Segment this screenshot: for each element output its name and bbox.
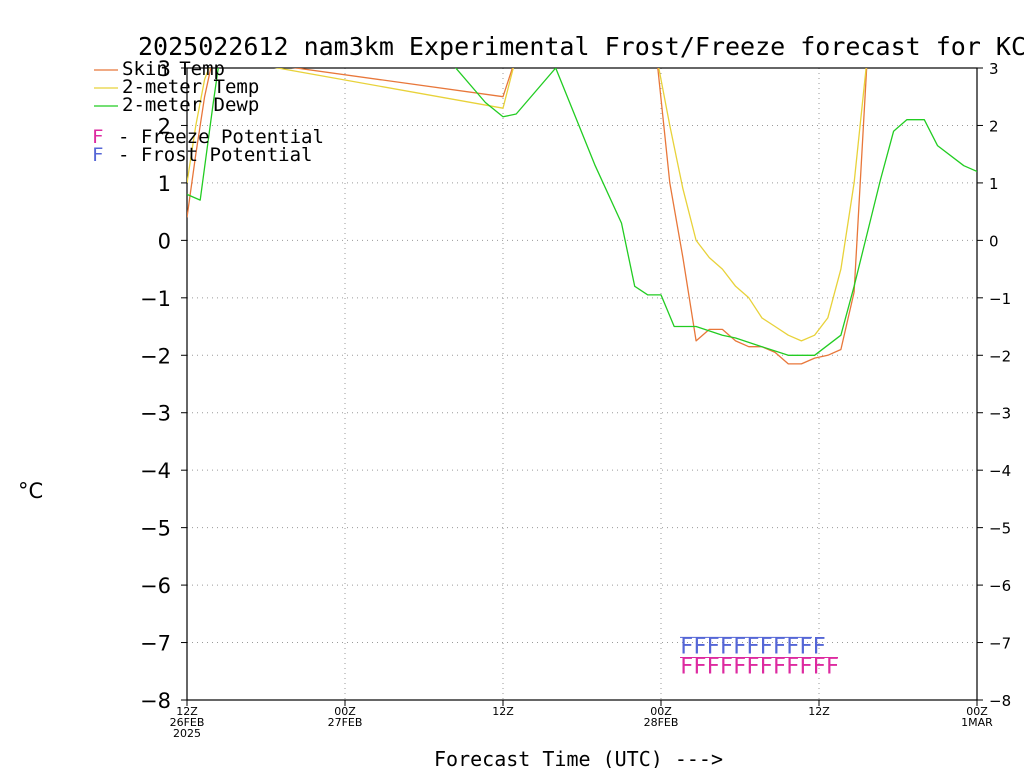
legend-mark: F bbox=[92, 144, 103, 166]
plot-frame bbox=[186, 67, 978, 701]
y-tick-label-right: −5 bbox=[989, 520, 1011, 538]
y-tick-label-right: −7 bbox=[989, 635, 1011, 653]
y-tick-label-left: 1 bbox=[158, 172, 171, 196]
legend-label: 2-meter Temp bbox=[122, 76, 259, 98]
x-tick-label: 1MAR bbox=[961, 716, 993, 729]
y-tick-label-right: −1 bbox=[989, 290, 1011, 308]
y-tick-label-left: −2 bbox=[140, 344, 171, 368]
legend-label: 2-meter Dewp bbox=[122, 94, 259, 116]
frost-marks: FFFFFFFFFFF bbox=[680, 634, 826, 659]
legend-label: - Frost Potential bbox=[118, 144, 312, 166]
y-tick-label-right: −3 bbox=[989, 405, 1011, 423]
y-tick-label-left: −8 bbox=[140, 689, 171, 713]
freeze-marks: FFFFFFFFFFFF bbox=[680, 655, 839, 680]
y-tick-label-left: −7 bbox=[140, 632, 171, 656]
y-tick-label-right: 2 bbox=[989, 117, 999, 135]
y-tick-label-left: 3 bbox=[158, 57, 171, 81]
legend-label: Skin Temp bbox=[122, 58, 225, 80]
x-tick-label: 00Z bbox=[650, 705, 672, 718]
plot-area bbox=[187, 68, 977, 365]
y-tick-label-left: −1 bbox=[140, 287, 171, 311]
y-tick-label-right: 3 bbox=[989, 60, 999, 78]
tick-labels: 3 3 2 2 1 1 0 0 −1 −1 −2 −2 −3 −3 −4 −4 −5 −5 −6 −6 −7 −7 −8 −8… bbox=[140, 57, 1011, 740]
y-tick-label-right: 0 bbox=[989, 232, 999, 250]
legend-mark: F bbox=[92, 126, 103, 148]
y-tick-label-left: −5 bbox=[140, 517, 171, 541]
series-line-skin-temp bbox=[187, 68, 868, 365]
x-tick-label: 28FEB bbox=[644, 716, 679, 729]
y-tick-label-left: −3 bbox=[140, 402, 171, 426]
x-tick-label: 2025 bbox=[173, 727, 201, 740]
x-tick-label: 12Z bbox=[176, 705, 198, 718]
x-tick-label: 26FEB bbox=[170, 716, 205, 729]
series-line-2-meter-temp bbox=[187, 68, 867, 342]
y-tick-label-left: 2 bbox=[158, 114, 171, 138]
x-tick-label: 00Z bbox=[966, 705, 988, 718]
y-tick-label-left: −4 bbox=[140, 459, 171, 483]
y-tick-label-right: −2 bbox=[989, 347, 1011, 365]
y-axis-label: °C bbox=[18, 479, 43, 503]
legend-label: - Freeze Potential bbox=[118, 126, 324, 148]
x-tick-label: 00Z bbox=[334, 705, 356, 718]
y-tick-label-right: 1 bbox=[989, 175, 999, 193]
x-axis-label: Forecast Time (UTC) ---> bbox=[434, 747, 723, 768]
series-line-2-meter-dewp bbox=[187, 68, 977, 356]
y-tick-label-left: 0 bbox=[158, 229, 171, 253]
y-tick-label-right: −8 bbox=[989, 692, 1011, 710]
y-tick-label-right: −4 bbox=[989, 462, 1011, 480]
x-tick-label: 12Z bbox=[808, 705, 830, 718]
y-tick-label-right: −6 bbox=[989, 577, 1011, 595]
x-tick-label: 27FEB bbox=[328, 716, 363, 729]
x-tick-label: 12Z bbox=[492, 705, 514, 718]
axes bbox=[181, 67, 983, 706]
chart-title: 2025022612 nam3km Experimental Frost/Fre… bbox=[138, 32, 1024, 61]
grid bbox=[187, 68, 977, 700]
y-tick-label-left: −6 bbox=[140, 574, 171, 598]
